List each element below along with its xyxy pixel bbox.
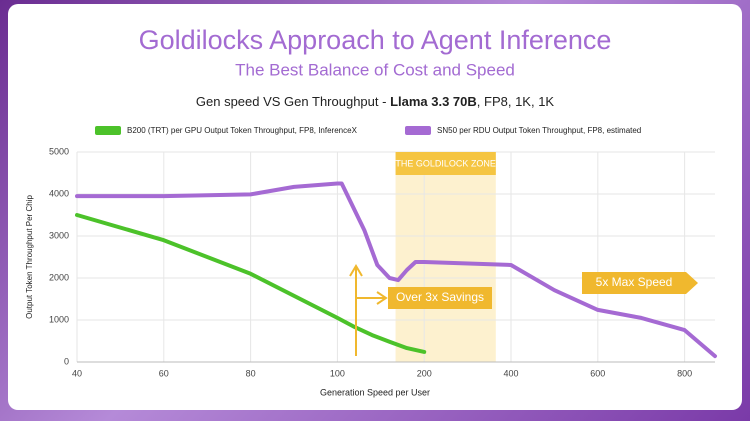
chart-heading-part: Llama 3.3 70B	[390, 94, 477, 109]
x-tick-label: 80	[246, 368, 256, 378]
savings-arrow	[349, 264, 388, 356]
x-tick-label: 100	[330, 368, 345, 378]
legend-swatch	[405, 126, 431, 135]
title: Goldilocks Approach to Agent Inference	[139, 25, 612, 55]
series-line	[75, 181, 717, 359]
chart-heading-part: Gen speed VS Gen Throughput -	[196, 94, 390, 109]
y-tick-label: 0	[64, 356, 69, 366]
savings-box	[388, 287, 492, 309]
x-tick-label: 800	[677, 368, 692, 378]
chart-heading-part: , FP8, 1K, 1K	[477, 94, 555, 109]
chart-heading: Gen speed VS Gen Throughput - Llama 3.3 …	[196, 94, 555, 109]
card	[8, 4, 742, 410]
series-line	[75, 213, 427, 354]
y-tick-label: 5000	[49, 146, 69, 156]
savings-label: Over 3x Savings	[396, 290, 484, 304]
y-tick-label: 1000	[49, 314, 69, 324]
x-tick-label: 200	[417, 368, 432, 378]
zone-label: THE GOLDILOCK ZONE	[395, 158, 496, 168]
x-axis-label: Generation Speed per User	[320, 387, 430, 397]
legend-label: SN50 per RDU Output Token Throughput, FP…	[437, 126, 641, 135]
speed-box	[582, 272, 698, 294]
x-tick-label: 40	[72, 368, 82, 378]
subtitle: The Best Balance of Cost and Speed	[235, 60, 515, 79]
x-tick-label: 600	[590, 368, 605, 378]
legend-swatch	[95, 126, 121, 135]
goldilock-zone	[395, 152, 496, 362]
speed-label: 5x Max Speed	[596, 275, 673, 289]
x-tick-label: 400	[503, 368, 518, 378]
y-axis-label: Output Token Throughput Per Chip	[25, 195, 34, 319]
y-tick-label: 3000	[49, 230, 69, 240]
legend-label: B200 (TRT) per GPU Output Token Throughp…	[127, 126, 358, 135]
x-tick-label: 60	[159, 368, 169, 378]
y-tick-label: 4000	[49, 188, 69, 198]
zone-label-box	[395, 152, 496, 175]
y-tick-label: 2000	[49, 272, 69, 282]
